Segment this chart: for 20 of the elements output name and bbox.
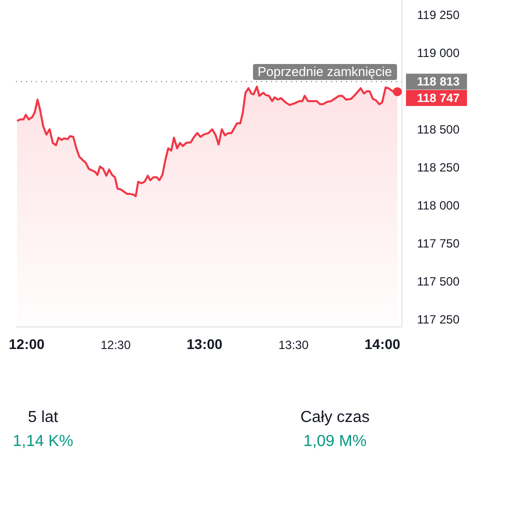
x-tick-label: 12:30 (100, 338, 131, 352)
y-tick-label: 117 500 (417, 274, 460, 288)
y-tick-label: 119 000 (417, 46, 460, 60)
y-tick-label: 119 250 (417, 8, 460, 22)
annotation: 118 747 (406, 90, 467, 106)
y-tick-label: 117 750 (417, 236, 460, 250)
x-tick-label: 13:30 (278, 338, 309, 352)
y-tick-label: 117 250 (417, 312, 460, 326)
x-tick-label: 13:00 (186, 336, 223, 352)
y-tick-label: 118 500 (417, 122, 460, 136)
text: Cały czas (299, 408, 371, 428)
text: 1,09 M% (302, 432, 368, 452)
x-tick-label: 14:00 (364, 336, 401, 352)
y-tick-label: 118 813 (417, 74, 460, 89)
ref-line-label: Poprzednie zamknięcie (252, 64, 397, 80)
y-tick-label: 118 250 (417, 160, 460, 174)
x-tick-label: 12:00 (8, 336, 45, 352)
text: 1,14 K% (12, 432, 74, 452)
y-tick-label: 118 000 (417, 198, 460, 212)
text: 5 lat (26, 408, 60, 428)
